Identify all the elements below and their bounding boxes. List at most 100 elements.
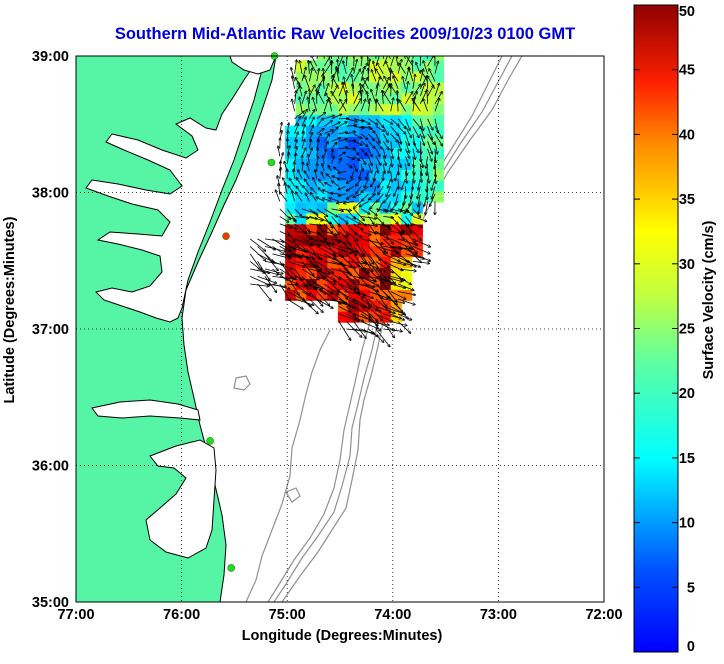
x-tick-label: 75:00	[269, 607, 306, 623]
velocity-cell	[433, 180, 444, 191]
y-tick-label: 38:00	[32, 186, 69, 202]
velocity-cell	[348, 224, 359, 235]
velocity-cell	[370, 49, 381, 60]
velocity-cell	[348, 180, 359, 191]
radar-station-marker	[223, 233, 230, 240]
velocity-cell	[391, 104, 402, 115]
velocity-cell	[348, 169, 359, 180]
velocity-cell	[380, 71, 391, 82]
velocity-cell	[338, 126, 349, 137]
velocity-cell	[391, 169, 402, 180]
velocity-cell	[348, 82, 359, 93]
velocity-cell	[391, 137, 402, 148]
radar-station-marker	[268, 159, 275, 166]
x-axis-label: Longitude (Degrees:Minutes)	[242, 628, 443, 644]
velocity-cell	[422, 104, 433, 115]
velocity-cell	[380, 169, 391, 180]
radar-station-marker	[228, 564, 235, 571]
x-tick-label: 76:00	[163, 607, 200, 623]
colorbar-tick-label: 45	[679, 63, 695, 79]
plot-title: Southern Mid-Atlantic Raw Velocities 200…	[115, 25, 575, 43]
radar-station-marker	[207, 437, 214, 444]
velocity-cell	[401, 49, 412, 60]
velocity-cell	[370, 104, 381, 115]
velocity-cell	[296, 158, 307, 169]
velocity-cell	[370, 137, 381, 148]
velocity-cell	[359, 224, 370, 235]
x-tick-label: 72:00	[585, 607, 622, 623]
velocity-cell	[306, 115, 317, 126]
y-tick-label: 37:00	[32, 322, 69, 338]
y-axis-label: Latitude (Degrees:Minutes)	[2, 216, 18, 403]
velocity-cell	[412, 213, 423, 224]
velocity-cell	[296, 180, 307, 191]
velocity-cell	[401, 148, 412, 159]
velocity-cell	[412, 49, 423, 60]
velocity-cell	[285, 148, 296, 159]
velocity-cell	[317, 126, 328, 137]
velocity-cell	[327, 148, 338, 159]
velocity-cell	[391, 289, 402, 300]
velocity-cell	[306, 158, 317, 169]
velocity-cell	[433, 126, 444, 137]
velocity-cell	[338, 202, 349, 213]
velocity-cell	[380, 148, 391, 159]
velocity-cell	[391, 235, 402, 246]
velocity-cell	[296, 213, 307, 224]
x-tick-label: 73:00	[480, 607, 517, 623]
colorbar-tick-label: 20	[679, 386, 695, 402]
velocity-cell	[359, 213, 370, 224]
y-tick-label: 35:00	[32, 595, 69, 611]
velocity-cell	[296, 137, 307, 148]
y-tick-label: 39:00	[32, 49, 69, 65]
velocity-cell	[296, 235, 307, 246]
velocity-cell	[359, 191, 370, 202]
velocity-cell	[306, 104, 317, 115]
velocity-cell	[306, 180, 317, 191]
velocity-cell	[317, 49, 328, 60]
velocity-cell	[412, 202, 423, 213]
velocity-cell	[348, 137, 359, 148]
velocity-cell	[370, 126, 381, 137]
velocity-cell	[338, 191, 349, 202]
colorbar-tick-label: 5	[687, 580, 695, 596]
velocity-cell	[317, 202, 328, 213]
velocity-cell	[348, 104, 359, 115]
velocity-cell	[338, 71, 349, 82]
velocity-cell	[285, 137, 296, 148]
y-axis-ticks: 39:00 38:00 37:00 36:00 35:00	[32, 49, 69, 611]
velocity-arrow	[390, 68, 391, 81]
colorbar	[634, 5, 678, 652]
colorbar-tick-label: 10	[679, 516, 695, 532]
velocity-cell	[433, 104, 444, 115]
velocity-cell	[338, 115, 349, 126]
velocity-cell	[433, 115, 444, 126]
colorbar-tick-label: 30	[679, 257, 695, 273]
velocity-cell	[285, 126, 296, 137]
velocity-cell	[401, 289, 412, 300]
velocity-cell	[401, 104, 412, 115]
colorbar-tick-label: 0	[687, 639, 695, 655]
colorbar-label: Surface Velocity (cm/s)	[701, 220, 717, 379]
colorbar-tick-label: 50	[679, 4, 695, 20]
y-tick-label: 36:00	[32, 459, 69, 475]
velocity-cell	[359, 49, 370, 60]
colorbar-tick-label: 25	[679, 322, 695, 338]
colorbar-tick-label: 40	[679, 127, 695, 143]
velocity-cell	[370, 148, 381, 159]
velocity-cell	[327, 104, 338, 115]
velocity-arrow	[346, 90, 347, 104]
colorbar-tick-label: 35	[679, 192, 695, 208]
velocity-cell	[327, 169, 338, 180]
velocity-arrow	[420, 53, 421, 66]
velocity-cell	[285, 202, 296, 213]
colorbar-tick-label: 15	[679, 451, 695, 467]
velocity-cell	[306, 71, 317, 82]
velocity-cell	[433, 191, 444, 202]
velocity-cell	[380, 49, 391, 60]
velocity-cell	[306, 137, 317, 148]
x-tick-label: 74:00	[374, 607, 411, 623]
